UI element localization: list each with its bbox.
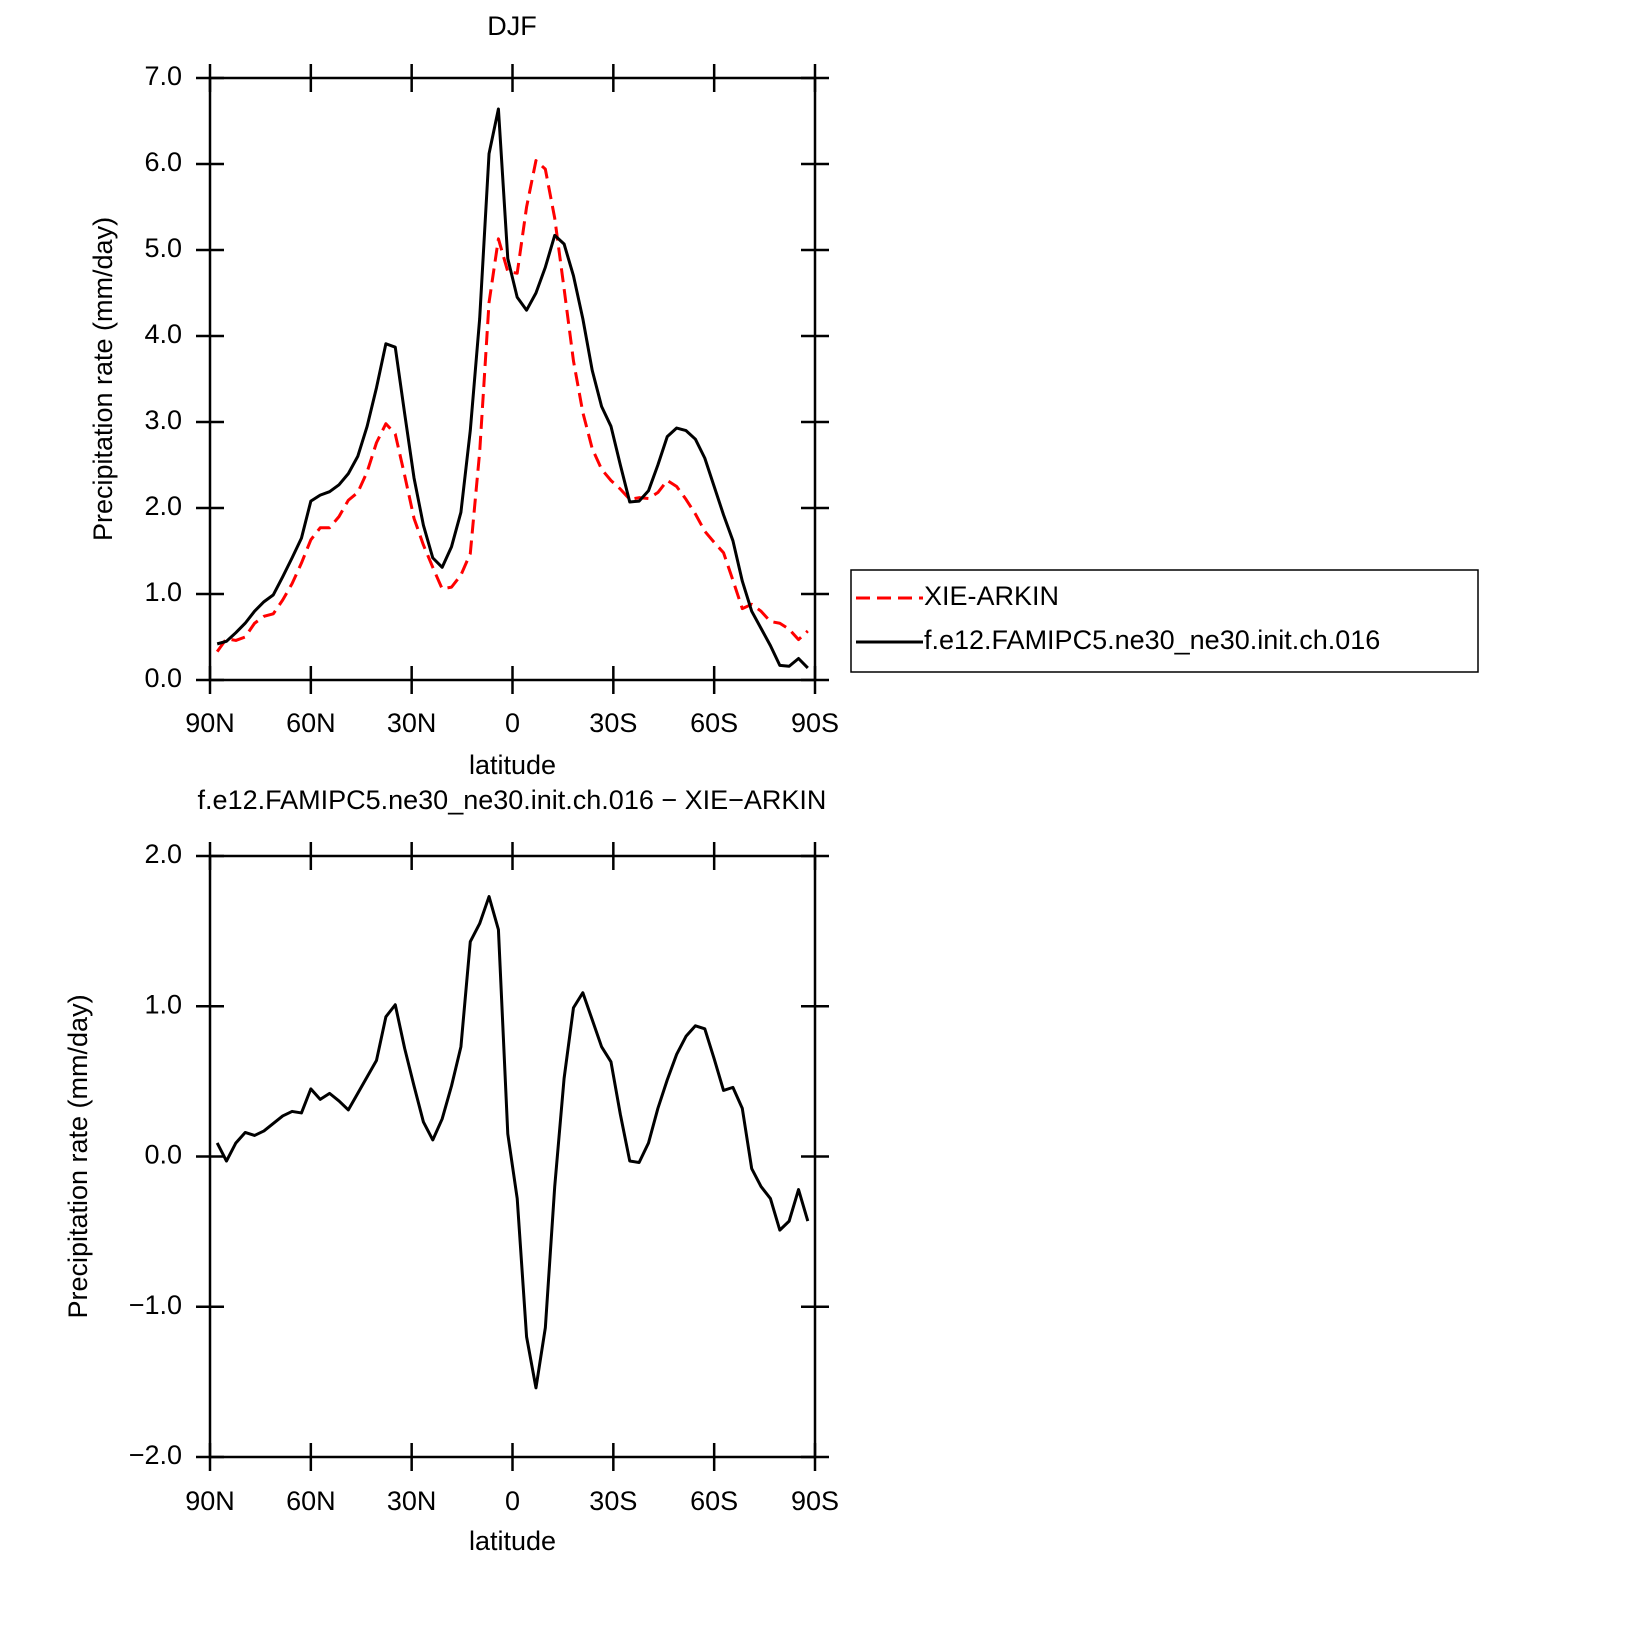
- x-tick-label: 90S: [791, 1486, 839, 1516]
- x-tick-label: 30S: [589, 708, 637, 738]
- y-axis-label: Precipitation rate (mm/day): [63, 994, 93, 1318]
- x-tick-label: 90N: [185, 708, 235, 738]
- y-tick-label: 2.0: [144, 839, 182, 869]
- y-tick-label: 1.0: [144, 989, 182, 1019]
- y-tick-label: 1.0: [144, 577, 182, 607]
- x-tick-label: 0: [505, 708, 520, 738]
- chart-title: DJF: [487, 11, 537, 41]
- y-tick-label: 0.0: [144, 1140, 182, 1170]
- series-line: [216, 107, 809, 670]
- legend-box: [850, 569, 1479, 673]
- y-tick-label: −1.0: [129, 1290, 182, 1320]
- x-tick-label: 0: [505, 1486, 520, 1516]
- x-tick-label: 90S: [791, 708, 839, 738]
- y-tick-label: 6.0: [144, 147, 182, 177]
- y-tick-label: 3.0: [144, 405, 182, 435]
- x-tick-label: 60N: [286, 708, 336, 738]
- y-tick-label: 0.0: [144, 663, 182, 693]
- x-tick-label: 30N: [387, 1486, 437, 1516]
- y-axis-label: Precipitation rate (mm/day): [88, 217, 118, 541]
- x-tick-label: 90N: [185, 1486, 235, 1516]
- x-axis-label: latitude: [469, 750, 556, 780]
- x-tick-label: 60S: [690, 1486, 738, 1516]
- y-tick-label: 4.0: [144, 319, 182, 349]
- x-tick-label: 30S: [589, 1486, 637, 1516]
- x-tick-label: 60N: [286, 1486, 336, 1516]
- x-tick-label: 60S: [690, 708, 738, 738]
- chart-title: f.e12.FAMIPC5.ne30_ne30.init.ch.016 − XI…: [198, 785, 827, 815]
- legend-label: XIE-ARKIN: [924, 581, 1059, 611]
- y-tick-label: 2.0: [144, 491, 182, 521]
- y-tick-label: 7.0: [144, 61, 182, 91]
- series-line: [215, 895, 810, 1390]
- series-line: [215, 159, 809, 653]
- x-axis-label: latitude: [469, 1526, 556, 1556]
- y-tick-label: 5.0: [144, 233, 182, 263]
- x-tick-label: 30N: [387, 708, 437, 738]
- y-tick-label: −2.0: [129, 1440, 182, 1470]
- legend-label: f.e12.FAMIPC5.ne30_ne30.init.ch.016: [924, 625, 1380, 655]
- plot-frame: [208, 76, 817, 682]
